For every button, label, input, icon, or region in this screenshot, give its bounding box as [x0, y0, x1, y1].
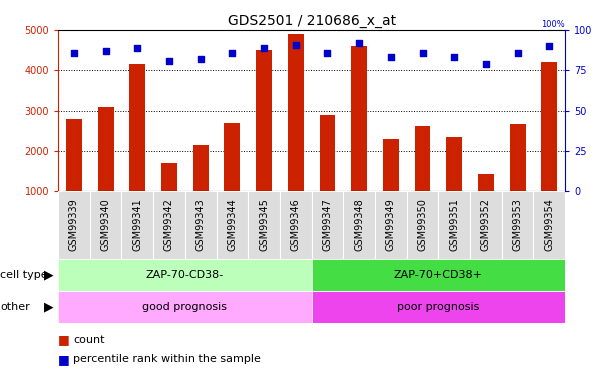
Text: GSM99341: GSM99341: [133, 199, 142, 251]
Bar: [130, 64, 145, 191]
Text: poor prognosis: poor prognosis: [397, 302, 480, 312]
Text: GSM99348: GSM99348: [354, 199, 364, 251]
Bar: [383, 139, 399, 191]
Bar: [280, 191, 312, 259]
Bar: [439, 191, 470, 259]
Text: ■: ■: [58, 333, 70, 346]
Bar: [90, 191, 122, 259]
Bar: [375, 191, 407, 259]
Bar: [122, 191, 153, 259]
Bar: [541, 62, 557, 191]
Bar: [312, 191, 343, 259]
Bar: [351, 46, 367, 191]
Text: good prognosis: good prognosis: [142, 302, 227, 312]
Bar: [446, 137, 462, 191]
Text: GSM99351: GSM99351: [449, 198, 459, 251]
Text: percentile rank within the sample: percentile rank within the sample: [73, 354, 261, 364]
Point: [196, 56, 205, 62]
Bar: [415, 126, 431, 191]
Bar: [216, 191, 248, 259]
Point: [259, 45, 269, 51]
Bar: [312, 259, 565, 291]
Bar: [510, 123, 525, 191]
Text: GSM99354: GSM99354: [544, 198, 554, 251]
Point: [544, 43, 554, 49]
Text: ▶: ▶: [44, 300, 54, 313]
Point: [164, 58, 174, 64]
Text: GSM99350: GSM99350: [417, 198, 428, 251]
Point: [133, 45, 142, 51]
Point: [101, 48, 111, 54]
Bar: [161, 163, 177, 191]
Text: ZAP-70-CD38-: ZAP-70-CD38-: [145, 270, 224, 280]
Text: GSM99349: GSM99349: [386, 199, 396, 251]
Text: ▶: ▶: [44, 268, 54, 281]
Bar: [153, 191, 185, 259]
Text: GSM99340: GSM99340: [101, 199, 111, 251]
Title: GDS2501 / 210686_x_at: GDS2501 / 210686_x_at: [227, 13, 396, 28]
Text: GSM99343: GSM99343: [196, 199, 206, 251]
Bar: [58, 291, 312, 322]
Bar: [224, 123, 240, 191]
Text: GSM99353: GSM99353: [513, 198, 522, 251]
Point: [481, 61, 491, 67]
Text: GSM99339: GSM99339: [69, 199, 79, 251]
Point: [513, 50, 522, 55]
Bar: [288, 34, 304, 191]
Text: GSM99342: GSM99342: [164, 198, 174, 251]
Point: [69, 50, 79, 55]
Bar: [256, 50, 272, 191]
Bar: [478, 174, 494, 191]
Bar: [502, 191, 533, 259]
Text: cell type: cell type: [0, 270, 48, 280]
Bar: [66, 118, 82, 191]
Bar: [312, 291, 565, 322]
Text: 100%: 100%: [541, 20, 565, 29]
Point: [227, 50, 237, 55]
Bar: [248, 191, 280, 259]
Text: count: count: [73, 334, 105, 345]
Text: GSM99346: GSM99346: [291, 199, 301, 251]
Point: [354, 40, 364, 46]
Text: ■: ■: [58, 352, 70, 366]
Point: [323, 50, 332, 55]
Bar: [98, 106, 114, 191]
Bar: [320, 115, 335, 191]
Point: [449, 54, 459, 60]
Point: [291, 42, 301, 48]
Point: [418, 50, 428, 55]
Point: [386, 54, 396, 60]
Text: GSM99345: GSM99345: [259, 198, 269, 251]
Bar: [407, 191, 439, 259]
Bar: [192, 145, 208, 191]
Text: GSM99352: GSM99352: [481, 198, 491, 252]
Text: ZAP-70+CD38+: ZAP-70+CD38+: [394, 270, 483, 280]
Bar: [58, 259, 312, 291]
Bar: [533, 191, 565, 259]
Bar: [58, 191, 90, 259]
Bar: [343, 191, 375, 259]
Text: GSM99347: GSM99347: [323, 198, 332, 251]
Bar: [185, 191, 216, 259]
Text: other: other: [0, 302, 30, 312]
Text: GSM99344: GSM99344: [227, 199, 237, 251]
Bar: [470, 191, 502, 259]
